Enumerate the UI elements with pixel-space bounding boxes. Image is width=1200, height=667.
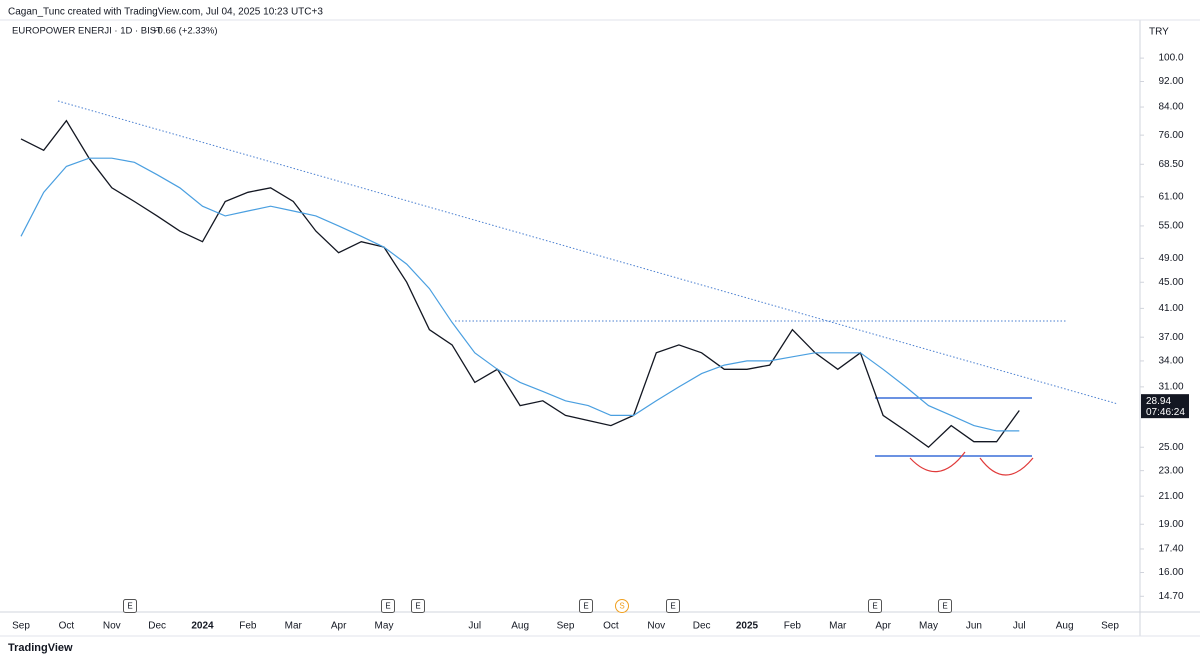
event-marker xyxy=(579,599,593,613)
x-tick-label: Sep xyxy=(557,621,575,632)
y-tick-label: 23.00 xyxy=(1158,465,1183,476)
event-marker xyxy=(666,599,680,613)
event-marker xyxy=(938,599,952,613)
y-tick-label: 84.00 xyxy=(1158,102,1183,113)
x-tick-label: Sep xyxy=(1101,621,1119,632)
event-label: E xyxy=(127,602,132,611)
y-tick-label: 34.00 xyxy=(1158,356,1183,367)
bottom-arc xyxy=(909,451,966,473)
event-label: S xyxy=(619,602,624,611)
x-tick-label: Aug xyxy=(1056,621,1074,632)
x-tick-label: Jul xyxy=(468,621,481,632)
currency: TRY xyxy=(1149,27,1169,38)
x-tick-label: Mar xyxy=(285,621,303,632)
y-tick-label: 49.00 xyxy=(1158,253,1183,264)
y-tick-label: 76.00 xyxy=(1158,130,1183,141)
x-tick-label: Feb xyxy=(784,621,802,632)
symbol: EUROPOWER ENERJI · 1D · BIST xyxy=(12,26,162,37)
price-line xyxy=(20,119,1020,449)
event-marker xyxy=(868,599,882,613)
bottom-arc xyxy=(979,457,1034,476)
x-tick-label: Sep xyxy=(12,621,30,632)
event-label: E xyxy=(670,602,675,611)
event-label: E xyxy=(583,602,588,611)
y-tick-label: 45.00 xyxy=(1158,277,1183,288)
x-tick-label: Mar xyxy=(829,621,847,632)
x-tick-label: Aug xyxy=(511,621,529,632)
x-tick-label: 2025 xyxy=(736,621,759,632)
event-marker xyxy=(615,599,629,613)
y-tick-label: 16.00 xyxy=(1158,567,1183,578)
x-tick-label: Feb xyxy=(239,621,257,632)
y-tick-label: 31.00 xyxy=(1158,381,1183,392)
y-tick-label: 92.00 xyxy=(1158,76,1183,87)
x-tick-label: Jul xyxy=(1013,621,1026,632)
y-tick-label: 100.0 xyxy=(1158,53,1183,64)
x-tick-label: Nov xyxy=(103,621,121,632)
y-tick-label: 41.00 xyxy=(1158,303,1183,314)
countdown: 07:46:24 xyxy=(1146,407,1185,418)
event-label: E xyxy=(385,602,390,611)
credit: Cagan_Tunc created with TradingView.com,… xyxy=(8,7,323,18)
x-tick-label: Dec xyxy=(148,621,166,632)
event-marker xyxy=(411,599,425,613)
x-tick-label: May xyxy=(919,621,938,632)
event-label: E xyxy=(942,602,947,611)
x-tick-label: Oct xyxy=(603,621,619,632)
trendline xyxy=(57,100,1119,405)
x-tick-label: Oct xyxy=(59,621,75,632)
x-tick-label: Dec xyxy=(693,621,711,632)
event-label: E xyxy=(872,602,877,611)
y-tick-label: 17.40 xyxy=(1158,544,1183,555)
moving-average xyxy=(20,157,1020,432)
price-label-box xyxy=(1141,394,1189,419)
x-tick-label: May xyxy=(375,621,394,632)
y-tick-label: 14.70 xyxy=(1158,591,1183,602)
event-marker xyxy=(123,599,137,613)
x-tick-label: Apr xyxy=(875,621,891,632)
y-tick-label: 68.50 xyxy=(1158,159,1183,170)
logo: TradingView xyxy=(8,642,73,654)
change: +0.66 (+2.33%) xyxy=(152,26,218,37)
x-tick-label: Nov xyxy=(647,621,665,632)
y-tick-label: 55.00 xyxy=(1158,221,1183,232)
y-tick-label: 19.00 xyxy=(1158,519,1183,530)
event-marker xyxy=(381,599,395,613)
x-tick-label: Jun xyxy=(966,621,982,632)
x-tick-label: 2024 xyxy=(191,621,214,632)
y-tick-label: 61.00 xyxy=(1158,191,1183,202)
x-tick-label: Apr xyxy=(331,621,347,632)
y-tick-label: 37.00 xyxy=(1158,332,1183,343)
event-label: E xyxy=(415,602,420,611)
price-label: 28.94 xyxy=(1146,396,1171,407)
y-tick-label: 21.00 xyxy=(1158,491,1183,502)
y-tick-label: 25.00 xyxy=(1158,442,1183,453)
